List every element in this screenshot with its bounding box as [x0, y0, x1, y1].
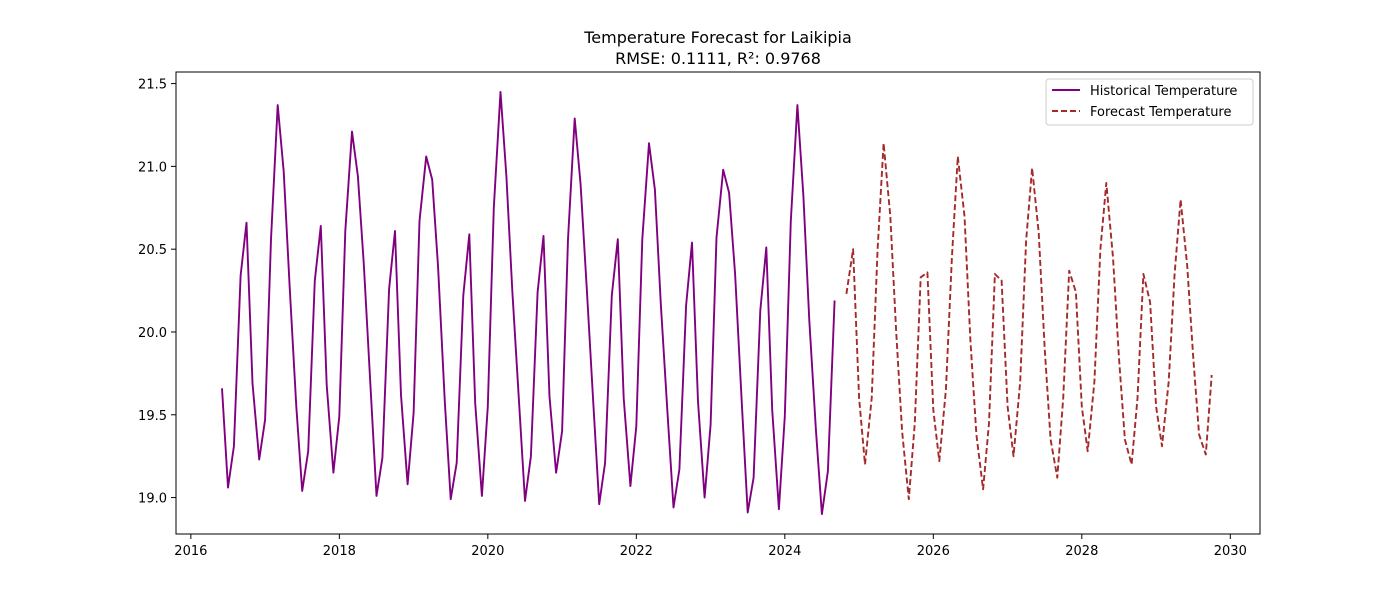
y-tick-label: 21.5: [138, 78, 167, 93]
forecast-temperature-line: [845, 142, 1213, 501]
historical-temperature-line: [221, 90, 836, 516]
x-tick-label: 2018: [323, 544, 356, 559]
legend-box: [1045, 78, 1254, 126]
chart-title: Temperature Forecast for Laikipia: [583, 28, 852, 47]
y-tick-label: 20.5: [138, 243, 167, 258]
legend-label: Historical Temperature: [1090, 84, 1237, 99]
legend: Historical Temperature Forecast Temperatu…: [1045, 78, 1254, 126]
x-axis: 2016 2018 2020 2022 2024 2026 2028 2030: [174, 534, 1247, 559]
y-tick-label: 19.5: [138, 409, 167, 424]
x-tick-label: 2020: [471, 544, 504, 559]
x-tick-label: 2028: [1065, 544, 1098, 559]
plot-series: [221, 90, 1213, 516]
y-tick-label: 21.0: [138, 160, 167, 175]
x-tick-label: 2026: [917, 544, 950, 559]
chart-subtitle: RMSE: 0.1111, R²: 0.9768: [615, 49, 821, 68]
y-axis: 19.0 19.5 20.0 20.5 21.0 21.5: [138, 78, 176, 507]
legend-label: Forecast Temperature: [1090, 105, 1232, 120]
x-tick-label: 2030: [1214, 544, 1247, 559]
x-tick-label: 2024: [768, 544, 801, 559]
x-tick-label: 2016: [174, 544, 207, 559]
y-tick-label: 19.0: [138, 492, 167, 507]
chart-title-group: Temperature Forecast for Laikipia RMSE: …: [583, 28, 852, 68]
x-tick-label: 2022: [620, 544, 653, 559]
y-tick-label: 20.0: [138, 326, 167, 341]
plot-frame: [175, 71, 1261, 535]
